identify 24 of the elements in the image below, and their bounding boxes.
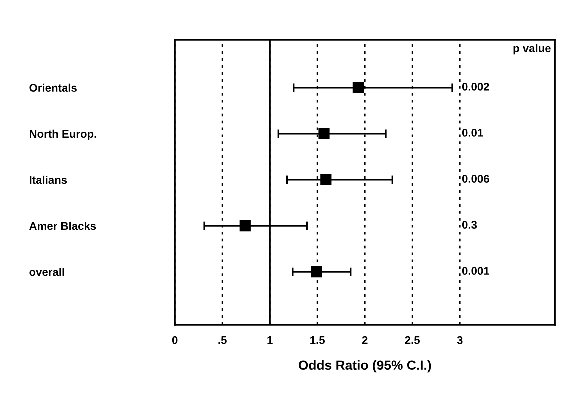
- point: [318, 128, 330, 140]
- annotation: 0.006: [462, 175, 490, 183]
- point: [311, 266, 322, 278]
- point: [320, 174, 332, 186]
- annotation: 0.001: [462, 267, 490, 276]
- point: [240, 220, 251, 232]
- x-tick-label: 2: [362, 336, 368, 344]
- y-tick-label: overall: [30, 268, 64, 276]
- annotation: p value: [514, 44, 551, 55]
- y-tick-label: Italians: [30, 176, 68, 184]
- annotation: 0.01: [462, 129, 484, 137]
- x-tick-label: 3: [457, 336, 463, 344]
- y-tick-label: Orientals: [30, 84, 77, 92]
- x-tick-label: .5: [218, 336, 227, 344]
- x-axis-title: Odds Ratio (95% C.I.): [298, 360, 432, 373]
- y-tick-label: Amer Blacks: [30, 222, 96, 230]
- point: [352, 82, 364, 94]
- annotation: 0.002: [462, 83, 490, 91]
- x-tick-label: 0: [172, 336, 178, 344]
- x-tick-label: 1.5: [310, 336, 326, 344]
- annotation: 0.3: [462, 221, 478, 230]
- x-tick-label: 2.5: [405, 336, 420, 344]
- x-tick-label: 1: [268, 336, 273, 344]
- y-tick-label: North Europ.: [30, 130, 96, 140]
